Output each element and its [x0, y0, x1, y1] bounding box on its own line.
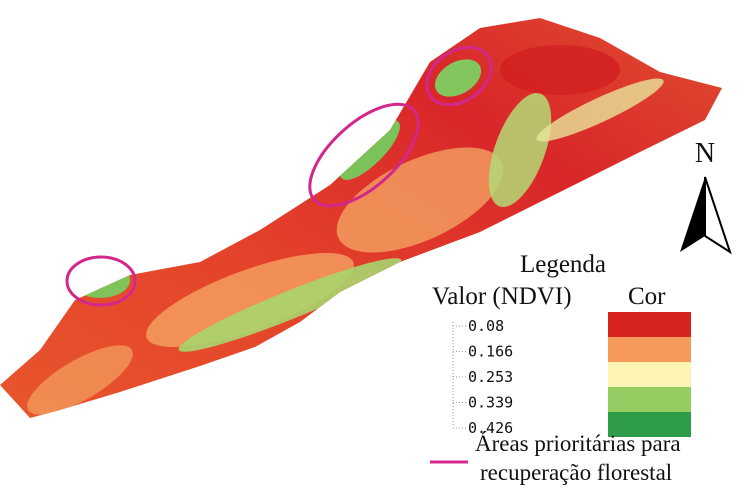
- north-arrow: [680, 177, 730, 252]
- map-figure: N Legenda Valor (NDVI) Cor 0.08 0.166 0.25…: [0, 0, 748, 493]
- value-label: 0.08: [468, 317, 504, 335]
- value-label: 0.253: [468, 368, 513, 386]
- value-header: Valor (NDVI): [432, 283, 572, 310]
- priority-label: Áreas prioritárias para: [475, 431, 681, 456]
- value-label: 0.339: [468, 394, 513, 412]
- priority-label: recuperação florestal: [480, 460, 672, 485]
- color-swatch: [608, 337, 691, 362]
- color-swatch: [608, 312, 691, 337]
- color-swatch: [608, 387, 691, 412]
- color-header: Cor: [628, 283, 666, 310]
- legend-title: Legenda: [520, 251, 606, 278]
- value-label: 0.166: [468, 343, 513, 361]
- north-label: N: [695, 138, 715, 169]
- color-swatch: [608, 362, 691, 387]
